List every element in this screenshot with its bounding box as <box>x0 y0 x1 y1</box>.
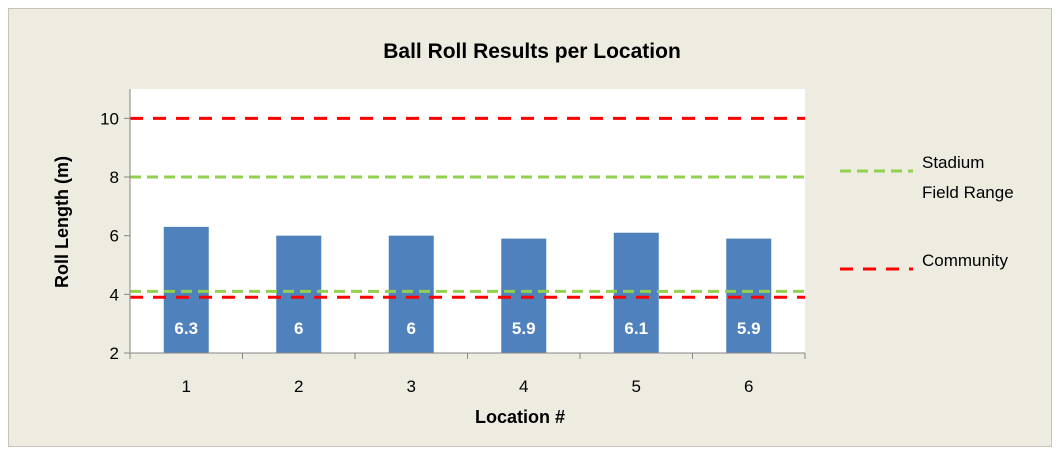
y-tick-label-4: 4 <box>110 285 119 304</box>
legend: Stadium Field Range Community <box>840 153 1014 271</box>
data-label-location-1: 6.3 <box>174 319 198 338</box>
x-tick-label-2: 2 <box>294 377 303 396</box>
y-tick-label-10: 10 <box>100 109 119 128</box>
y-axis-title: Roll Length (m) <box>52 156 72 288</box>
legend-label-stadium-1: Field Range <box>922 183 1014 202</box>
data-label-location-6: 5.9 <box>737 319 761 338</box>
x-axis-title: Location # <box>475 407 565 427</box>
x-tick-label-1: 1 <box>182 377 191 396</box>
x-tick-label-5: 5 <box>632 377 641 396</box>
reference-lines-layer <box>130 116 805 299</box>
x-tick-label-3: 3 <box>407 377 416 396</box>
data-labels-layer: 6.3 6 6 5.9 6.1 5.9 <box>174 319 760 338</box>
chart-title: Ball Roll Results per Location <box>383 40 681 63</box>
data-label-location-4: 5.9 <box>512 319 536 338</box>
y-tick-label-8: 8 <box>110 168 119 187</box>
plot-area <box>130 89 805 353</box>
x-tick-label-6: 6 <box>744 377 753 396</box>
legend-label-stadium-0: Stadium <box>922 153 984 172</box>
bar-location-2 <box>276 235 322 353</box>
legend-label-community-0: Community <box>922 251 1008 270</box>
x-tick-label-4: 4 <box>519 377 528 396</box>
data-label-location-2: 6 <box>294 319 303 338</box>
data-label-location-3: 6 <box>407 319 416 338</box>
y-tick-label-2: 2 <box>110 344 119 363</box>
data-label-location-5: 6.1 <box>624 319 648 338</box>
y-tick-label-6: 6 <box>110 227 119 246</box>
bar-location-3 <box>388 235 434 353</box>
bar-location-5 <box>613 232 659 353</box>
